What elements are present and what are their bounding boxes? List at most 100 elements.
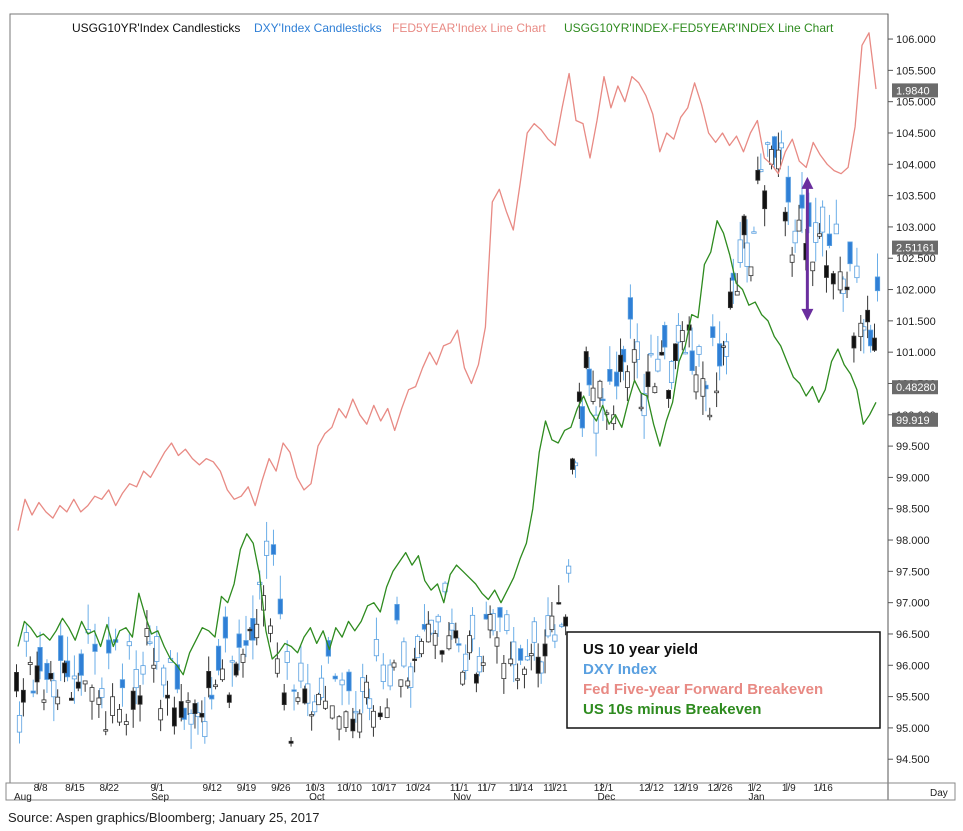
- yield-candle-body: [796, 219, 802, 232]
- yield-candle-body: [130, 690, 136, 710]
- month-label: Jan: [748, 792, 764, 803]
- dxy-candle-body: [58, 635, 64, 661]
- yield-candle-body: [659, 351, 665, 356]
- yield-candle-body: [865, 309, 871, 323]
- dxy-candle-body: [737, 239, 743, 263]
- yield-candle-body: [748, 266, 754, 277]
- yield-candle-body: [851, 335, 857, 349]
- yield-candle-body: [357, 713, 363, 733]
- y-tick-label: 95.000: [896, 723, 930, 735]
- legend-box-entry: US 10s minus Breakeven: [583, 701, 761, 718]
- dxy-candle-body: [710, 326, 716, 338]
- value-badge: [892, 83, 938, 98]
- y-tick-label: 99.000: [896, 472, 930, 484]
- dxy-candle-body: [99, 688, 105, 698]
- y-tick-label: 104.500: [896, 128, 936, 140]
- yield-candle-body: [110, 696, 115, 716]
- dxy-candle-body: [174, 664, 180, 690]
- dxy-candle-body: [627, 297, 633, 320]
- yield-candle-body: [178, 701, 184, 718]
- month-label: Aug: [14, 792, 32, 803]
- value-badge: [892, 412, 938, 427]
- dxy-candle-body: [51, 680, 57, 698]
- yield-candle-body: [830, 273, 836, 285]
- dxy-candle-body: [126, 641, 132, 647]
- yield-candle-body: [535, 656, 541, 674]
- yield-candle-body: [549, 615, 555, 630]
- y-tick-label: 95.500: [896, 692, 930, 704]
- yield-candle-body: [213, 684, 218, 688]
- legend-box-entry: US 10 year yield: [583, 641, 698, 658]
- yield-candle-body: [55, 696, 61, 705]
- yield-candle-body: [762, 190, 768, 210]
- x-tick-label: 9/1: [150, 783, 164, 794]
- x-tick-label: 11/7: [477, 783, 496, 794]
- x-tick-label: 10/10: [337, 783, 362, 794]
- date-band: [5, 782, 956, 801]
- yield-candle-body: [844, 286, 850, 291]
- dxy-candle-body: [92, 643, 98, 652]
- y-tick-label: 94.500: [896, 754, 930, 766]
- yield-candle-body: [501, 662, 507, 680]
- dxy-candle-body: [648, 353, 654, 356]
- yield-candle-body: [171, 707, 177, 727]
- month-label: Oct: [309, 792, 325, 803]
- dxy-candle-body: [579, 406, 585, 429]
- x-tick-label: 10/3: [305, 783, 325, 794]
- y-tick-label: 106.000: [896, 34, 936, 46]
- dxy-candle-body: [380, 664, 386, 682]
- x-tick-label: 9/12: [202, 783, 222, 794]
- y-tick-label: 105.000: [896, 97, 936, 109]
- yield-candle-body: [185, 700, 191, 703]
- candlestick-layer: [14, 130, 881, 749]
- yield-candle-body: [206, 671, 212, 689]
- value-badge: [892, 240, 938, 255]
- y-tick-label: 102.500: [896, 253, 936, 265]
- yield-candle-body: [398, 679, 404, 687]
- yield-candle-body: [322, 700, 328, 709]
- top-legend-entry: FED5YEAR'Index Line Chart: [392, 21, 546, 35]
- yield-candle-body: [638, 406, 644, 410]
- yield-candle-body: [247, 628, 253, 632]
- dxy-candle-body: [524, 656, 531, 661]
- yield-candle-body: [727, 291, 733, 309]
- yield-candle-body: [220, 668, 225, 681]
- yield-candle-body: [556, 602, 562, 605]
- dxy-candle-body: [689, 350, 695, 371]
- yield-candle-body: [872, 337, 877, 351]
- x-tick-label: 11/21: [543, 783, 568, 794]
- yield-candle-body: [343, 711, 349, 728]
- arrow-annotation: [801, 176, 814, 321]
- dxy-candle-body: [37, 647, 43, 672]
- dxy-candle-body: [566, 565, 572, 574]
- yield-candle-body: [69, 697, 74, 701]
- y-tick-label: 96.000: [896, 660, 930, 672]
- dxy-candle-body: [717, 343, 723, 367]
- yield-candle-body: [618, 354, 623, 372]
- dxy-candle-body: [600, 398, 606, 402]
- yield-candle-body: [515, 678, 520, 681]
- y-tick-label: 103.500: [896, 191, 936, 203]
- yield-candle-body: [480, 662, 486, 666]
- dxy-candle-body: [607, 369, 613, 382]
- dxy-candle-body: [874, 276, 881, 292]
- yield-candle-body: [741, 215, 747, 236]
- x-tick-label: 9/26: [271, 783, 291, 794]
- top-legend: USGG10YR'Index Candlesticks DXY'Index Can…: [72, 21, 834, 35]
- yield-candle-body: [151, 664, 157, 669]
- yield-candle-body: [62, 662, 67, 674]
- yield-candle-body: [824, 265, 829, 278]
- yield-candle-body: [391, 662, 397, 668]
- x-tick-label: 9/19: [237, 783, 257, 794]
- yield-candle-body: [542, 643, 548, 657]
- yield-candle-body: [137, 695, 143, 705]
- dxy-candle-body: [373, 639, 380, 657]
- yield-candle-body: [522, 668, 527, 675]
- dxy-candle-body: [270, 544, 277, 555]
- yield-candle-body: [103, 729, 109, 732]
- yield-candle-body: [810, 261, 816, 272]
- yield-candle-body: [858, 322, 864, 338]
- x-tick-label: 10/17: [371, 783, 396, 794]
- yield-candle-body: [570, 458, 575, 470]
